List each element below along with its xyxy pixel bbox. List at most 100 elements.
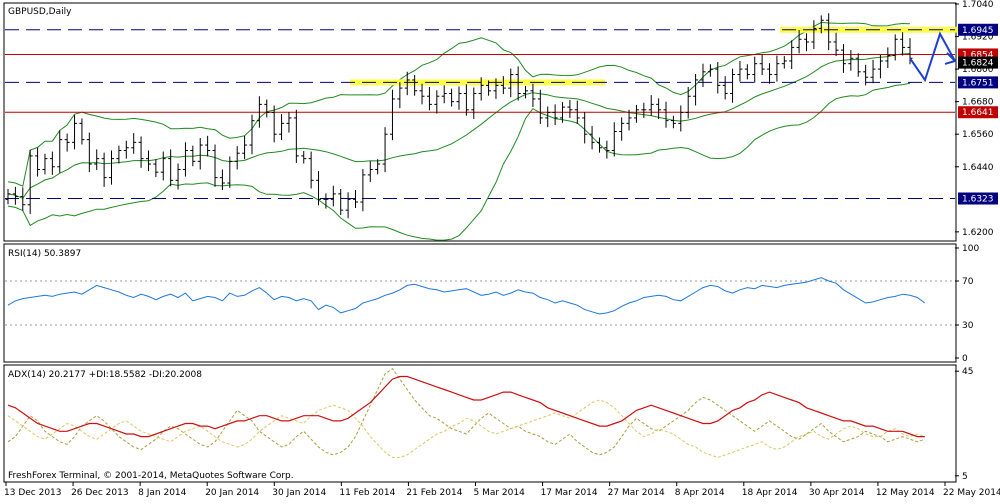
price-tick-label: 1.6200 (962, 228, 994, 238)
ohlc-bar (589, 126, 595, 150)
ohlc-bar (323, 193, 329, 209)
ohlc-bar (663, 101, 669, 128)
ohlc-bar (789, 40, 795, 70)
ohlc-bar (870, 59, 876, 84)
ohlc-bar (441, 85, 447, 104)
ohlc-bar (116, 145, 122, 164)
x-tick-label: 27 Mar 2014 (608, 488, 665, 498)
ohlc-bar (537, 89, 543, 124)
axis-layer: 1.7040 1.6920 1.6800 1.6680 1.6560 1.6440 1.62… (4, 0, 1000, 498)
ohlc-bar (900, 32, 906, 56)
projection-arrow (909, 31, 956, 83)
ohlc-bar (308, 151, 314, 189)
symbol-title: GBPUSD,Daily (8, 7, 72, 17)
ohlc-bar (419, 83, 425, 105)
ohlc-bar (685, 87, 691, 119)
ohlc-bar (737, 60, 743, 82)
ohlc-bar (759, 54, 765, 76)
ohlc-bar (249, 114, 255, 155)
ohlc-bar (219, 169, 225, 191)
adx-layer (7, 367, 925, 459)
x-tick-label: 11 Feb 2014 (339, 488, 395, 498)
ohlc-bar (840, 44, 846, 73)
ohlc-bar (855, 53, 861, 77)
ohlc-bar (5, 189, 11, 205)
minus-di-line (7, 399, 925, 459)
ohlc-bar (123, 140, 129, 159)
ohlc-bar (205, 135, 211, 157)
ohlc-bar (57, 130, 63, 173)
ohlc-bar (389, 89, 395, 141)
rsi-line (7, 277, 926, 315)
current-price-text: 1.6824 (962, 59, 994, 69)
ohlc-bar (545, 106, 551, 128)
level-label-bg (958, 192, 998, 205)
ohlc-bar (604, 140, 610, 159)
rsi-tick-label: 70 (962, 277, 974, 287)
ohlc-bar (567, 100, 573, 118)
ohlc-bar (767, 63, 773, 84)
level-label-text: 1.6854 (962, 50, 994, 60)
ohlc-bar (94, 149, 100, 171)
ohlc-bar (426, 87, 432, 111)
ohlc-bar (42, 153, 48, 175)
adx-tick-label: 45 (962, 367, 973, 377)
ohlc-bar (626, 109, 632, 131)
x-tick-label: 30 Apr 2014 (809, 488, 865, 498)
ohlc-bar (86, 132, 92, 173)
ohlc-bar (449, 88, 455, 107)
ohlc-bar (397, 82, 403, 109)
ohlc-bar (72, 115, 78, 150)
ohlc-bar (404, 71, 410, 96)
ohlc-bar (619, 117, 625, 141)
ohlc-bar (345, 192, 351, 219)
ohlc-bar (330, 185, 336, 207)
price-tick-label: 1.6920 (962, 33, 994, 43)
price-panel (3, 2, 957, 242)
rsi-tick-label: 0 (962, 354, 968, 364)
ohlc-bar (707, 64, 713, 77)
projection-arrowhead (944, 52, 957, 65)
ohlc-bar (530, 83, 536, 108)
ohlc-bar (752, 56, 758, 83)
ohlc-bar (316, 171, 322, 206)
price-tick-label: 1.6440 (962, 163, 994, 173)
level-label-bg (958, 76, 998, 89)
ohlc-bar (168, 149, 174, 187)
ohlc-bar (552, 104, 558, 125)
ohlc-bar (360, 168, 366, 212)
ohlc-bar (877, 54, 883, 79)
level-label-text: 1.6751 (962, 78, 994, 88)
ohlc-bar (796, 30, 802, 54)
ohlc-bar (781, 56, 787, 69)
ohlc-bar (382, 127, 388, 173)
x-tick-label: 30 Jan 2014 (272, 488, 326, 498)
ohlc-bar (49, 151, 55, 175)
ohlc-bar (582, 111, 588, 144)
level-label-1.6751: 1.6751 (958, 76, 998, 89)
level-label-1.6641: 1.6641 (958, 106, 998, 119)
rsi-panel (3, 243, 957, 363)
x-tick-label: 22 May 2014 (943, 488, 1000, 498)
ohlc-bar (811, 20, 817, 50)
ohlc-bar (486, 80, 492, 96)
ohlc-bar (515, 66, 521, 101)
ohlc-bar (35, 147, 41, 177)
bollinger-upper (7, 21, 911, 187)
adx-label: ADX(14) 20.2177 +DI:18.5582 -DI:20.2008 (8, 370, 202, 380)
adx-line (7, 375, 925, 438)
ohlc-bar (885, 47, 891, 69)
price-tick-label: 1.6560 (962, 130, 994, 140)
current-price-bg (958, 56, 998, 69)
x-tick-label: 17 Mar 2014 (541, 488, 598, 498)
ohlc-bar (523, 85, 529, 99)
ohlc-bar (670, 115, 676, 129)
ohlc-bar (848, 50, 854, 71)
ohlc-bar (190, 145, 196, 167)
rsi-layer (5, 277, 955, 326)
ohlc-bar (212, 144, 218, 187)
x-tick-label: 26 Dec 2013 (71, 488, 129, 498)
ohlc-bar (715, 62, 721, 94)
